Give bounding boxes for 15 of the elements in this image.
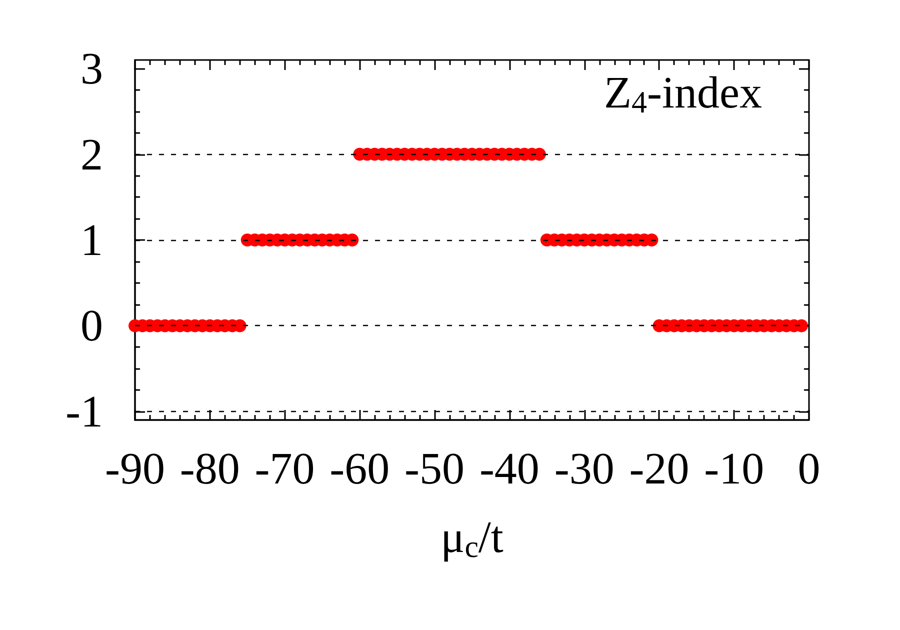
x-tick-label: -80 — [180, 444, 240, 494]
x-tick-label: -70 — [254, 444, 315, 494]
x-tick-label: -10 — [704, 444, 764, 494]
y-tick-label: 1 — [80, 215, 103, 265]
y-tick-label: 0 — [80, 300, 103, 351]
x-tick-label: -20 — [629, 444, 690, 494]
x-tick-label: -30 — [554, 444, 614, 494]
x-tick-label: -40 — [479, 444, 540, 494]
x-tick-label: -50 — [404, 444, 465, 494]
x-tick-label: -90 — [105, 444, 165, 494]
x-tick-label: -60 — [330, 444, 390, 494]
y-tick-label: 2 — [80, 129, 103, 180]
y-tick-label: 3 — [80, 44, 103, 94]
x-tick-label: 0 — [798, 444, 820, 494]
y-tick-label: -1 — [66, 386, 103, 436]
